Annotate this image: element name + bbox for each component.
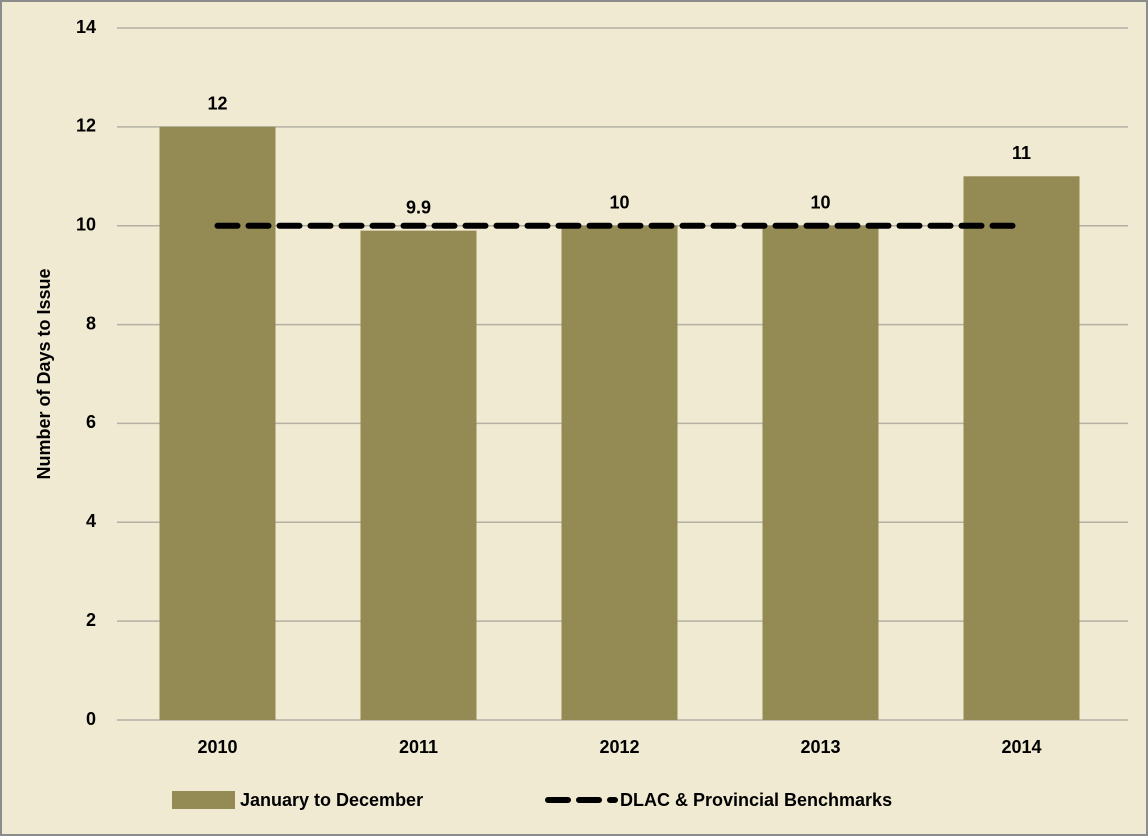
legend-label: DLAC & Provincial Benchmarks — [620, 790, 892, 810]
y-tick-label: 0 — [86, 709, 96, 729]
x-tick-label: 2012 — [599, 737, 639, 757]
legend-label: January to December — [240, 790, 423, 810]
y-tick-label: 8 — [86, 313, 96, 333]
y-tick-label: 10 — [76, 214, 96, 234]
legend-swatch — [172, 791, 235, 809]
x-tick-label: 2013 — [800, 737, 840, 757]
data-label: 9.9 — [406, 197, 431, 217]
data-label: 10 — [810, 192, 830, 212]
data-label: 10 — [609, 192, 629, 212]
x-tick-label: 2011 — [399, 737, 438, 757]
y-axis-title: Number of Days to Issue — [34, 268, 54, 479]
y-tick-label: 14 — [76, 17, 96, 37]
y-tick-label: 12 — [76, 116, 96, 136]
bar — [963, 176, 1080, 721]
bar — [159, 126, 276, 721]
y-tick-label: 4 — [86, 511, 96, 531]
y-tick-label: 2 — [86, 610, 96, 630]
bar — [762, 225, 879, 720]
y-tick-label: 6 — [86, 412, 96, 432]
x-tick-label: 2010 — [197, 737, 237, 757]
bar — [561, 225, 678, 720]
x-tick-label: 2014 — [1001, 737, 1041, 757]
bar — [360, 230, 477, 720]
data-label: 11 — [1012, 143, 1031, 163]
data-label: 12 — [207, 94, 227, 114]
